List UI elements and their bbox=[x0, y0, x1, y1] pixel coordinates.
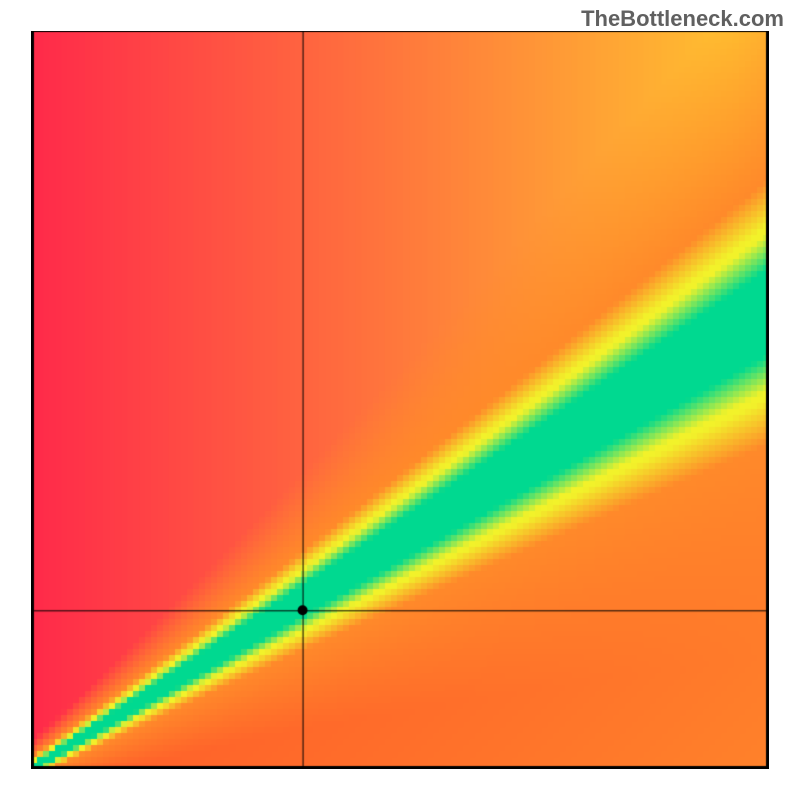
heatmap-plot bbox=[31, 31, 769, 769]
chart-container: TheBottleneck.com bbox=[0, 0, 800, 800]
watermark-text: TheBottleneck.com bbox=[581, 6, 784, 32]
